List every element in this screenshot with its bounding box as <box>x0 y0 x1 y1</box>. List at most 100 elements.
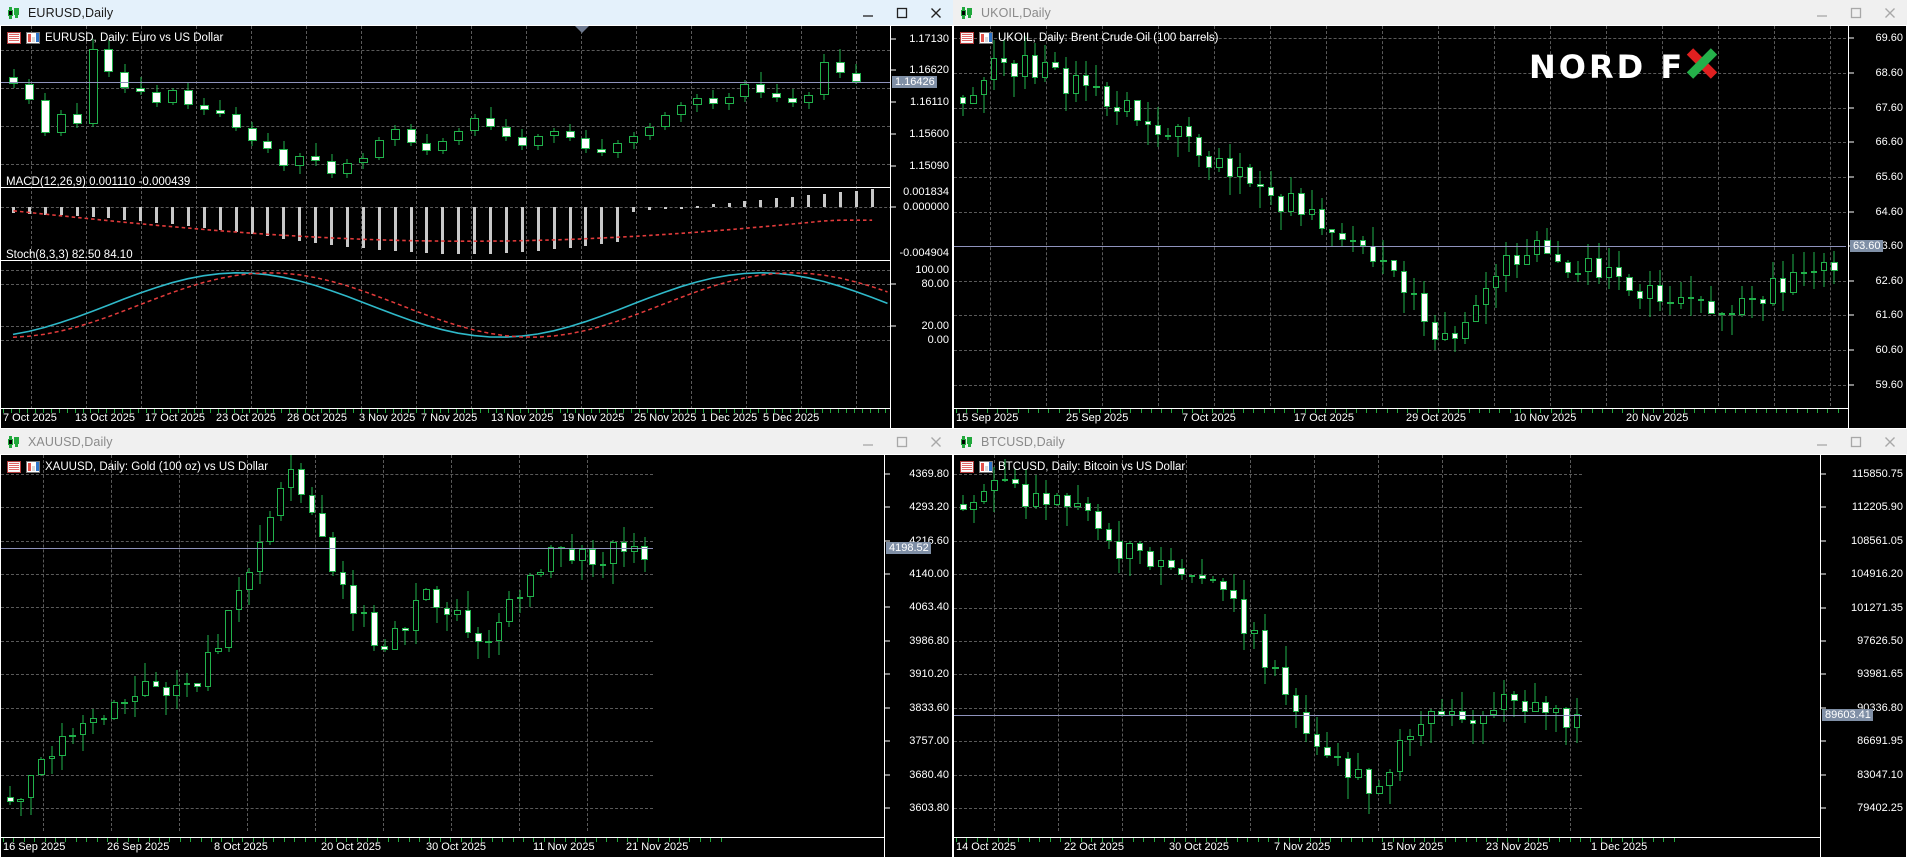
chart-body-ukoil[interactable]: UKOIL, Daily: Brent Crude Oil (100 barre… <box>953 25 1907 429</box>
time-tick <box>1309 838 1311 842</box>
chart-window-btcusd[interactable]: BTCUSD,Daily BTCUSD, Daily: Bitcoin vs U… <box>953 429 1907 858</box>
time-tick <box>356 838 358 842</box>
minimize-icon[interactable] <box>1805 0 1839 25</box>
maximize-icon[interactable] <box>885 429 919 454</box>
candle <box>1523 26 1531 402</box>
time-tick <box>1007 409 1009 413</box>
price-tick <box>1849 176 1854 178</box>
candle-body <box>1298 193 1305 216</box>
candle <box>1116 455 1123 825</box>
time-tick <box>90 409 92 413</box>
price-tick <box>1821 573 1826 575</box>
time-tick <box>623 409 625 413</box>
candle-body <box>1272 667 1279 670</box>
candle-body <box>980 79 987 95</box>
close-icon[interactable] <box>919 0 953 25</box>
chart-window-eurusd[interactable]: EURUSD,Daily EURUSD, Daily: Euro vs US D… <box>0 0 953 429</box>
candle <box>100 455 108 825</box>
time-tick <box>491 838 493 842</box>
price-scale[interactable]: 4369.80 4293.20 4216.60 4140.00 4063.40 3986.… <box>884 455 952 857</box>
price-scale[interactable]: 69.60 68.60 67.60 66.60 65.60 64.60 63.60 62.60… <box>1848 26 1906 428</box>
gridline <box>1214 26 1215 406</box>
candle-body <box>1032 493 1040 508</box>
candle-body <box>1521 700 1529 712</box>
candle <box>327 26 336 182</box>
candle <box>256 455 264 825</box>
candle <box>1532 455 1539 825</box>
time-scale[interactable]: 15 Sep 2025 25 Sep 2025 7 Oct 2025 17 Oct 2… <box>954 408 1848 428</box>
candle-body <box>298 468 305 495</box>
close-icon[interactable] <box>1873 429 1907 454</box>
time-scale[interactable]: 16 Sep 2025 26 Sep 2025 8 Oct 2025 20 Oct 2… <box>1 837 884 857</box>
candle-wick <box>962 95 964 116</box>
price-label: 97626.50 <box>1857 635 1903 647</box>
candle-body <box>1154 125 1162 135</box>
price-scale[interactable]: 1.17130 1.16620 1.16110 1.15600 1.15090 1.164… <box>890 26 952 428</box>
minimize-icon[interactable] <box>851 429 885 454</box>
candle-body <box>1324 746 1331 756</box>
candle <box>517 26 527 182</box>
plot-area[interactable] <box>954 26 1906 428</box>
candle-wick <box>1352 225 1354 252</box>
plot-area[interactable] <box>1 455 952 857</box>
candle <box>1329 26 1336 402</box>
time-tick <box>1382 838 1384 842</box>
titlebar-btcusd[interactable]: BTCUSD,Daily <box>953 429 1907 454</box>
time-tick <box>1538 838 1540 842</box>
price-tick <box>1821 673 1826 675</box>
chart-body-xauusd[interactable]: XAUUSD, Daily: Gold (100 oz) vs US Dolla… <box>0 454 953 858</box>
time-tick <box>3 838 4 842</box>
time-tick <box>782 409 784 413</box>
time-scale[interactable]: 7 Oct 2025 13 Oct 2025 17 Oct 2025 23 Oct 2… <box>1 408 890 428</box>
candle <box>263 26 273 182</box>
time-tick <box>670 409 672 413</box>
time-tick <box>575 838 576 842</box>
close-icon[interactable] <box>919 429 953 454</box>
plot-area[interactable] <box>954 455 1906 857</box>
time-tick <box>1130 409 1132 413</box>
candle-body <box>454 609 461 615</box>
time-tick <box>231 838 233 842</box>
chart-window-ukoil[interactable]: UKOIL,Daily UKOIL, Daily: Brent Crude Oi… <box>953 0 1907 429</box>
price-tick <box>885 807 890 809</box>
maximize-icon[interactable] <box>1839 429 1873 454</box>
time-label: 7 Nov 2025 <box>421 412 478 424</box>
candle-body <box>1396 739 1404 773</box>
time-scale[interactable]: 14 Oct 2025 22 Oct 2025 30 Oct 2025 7 Nov 2… <box>954 837 1820 857</box>
candle-body <box>772 92 782 98</box>
candle <box>1411 26 1418 402</box>
price-label: 79402.25 <box>1857 802 1903 815</box>
maximize-icon[interactable] <box>885 0 919 25</box>
close-icon[interactable] <box>1873 0 1907 25</box>
plot-area[interactable] <box>1 26 952 428</box>
candle <box>1072 26 1080 402</box>
candle-wick <box>792 89 794 107</box>
time-label: 14 Oct 2025 <box>956 841 1016 853</box>
titlebar-xauusd[interactable]: XAUUSD,Daily <box>0 429 953 454</box>
candle <box>516 455 524 825</box>
candle <box>970 26 977 402</box>
time-label: 7 Oct 2025 <box>3 412 57 424</box>
candle-body <box>1687 296 1695 299</box>
candle-body <box>1657 284 1664 302</box>
candle <box>1380 26 1387 402</box>
price-scale[interactable]: 115850.75 112205.90 108561.05 104916.20 1012… <box>1820 455 1906 857</box>
chart-body-eurusd[interactable]: EURUSD, Daily: Euro vs US Dollar MACD(12… <box>0 25 953 429</box>
chart-body-btcusd[interactable]: BTCUSD, Daily: Bitcoin vs US Dollar 1158… <box>953 454 1907 858</box>
time-tick <box>595 838 597 842</box>
minimize-icon[interactable] <box>1805 429 1839 454</box>
time-tick <box>1351 838 1353 842</box>
maximize-icon[interactable] <box>1839 0 1873 25</box>
candle-body <box>199 105 209 111</box>
candle-body <box>267 516 274 543</box>
titlebar-eurusd[interactable]: EURUSD,Daily <box>0 0 953 25</box>
minimize-icon[interactable] <box>851 0 885 25</box>
candle <box>1220 455 1227 825</box>
candle-body <box>215 110 225 115</box>
candle <box>740 26 750 182</box>
titlebar-ukoil[interactable]: UKOIL,Daily <box>953 0 1907 25</box>
candle-body <box>1113 106 1121 113</box>
candle-body <box>390 129 400 141</box>
current-price-label: 63.60 <box>1850 240 1883 253</box>
chart-window-xauusd[interactable]: XAUUSD,Daily XAUUSD, Daily: Gold (100 oz… <box>0 429 953 858</box>
